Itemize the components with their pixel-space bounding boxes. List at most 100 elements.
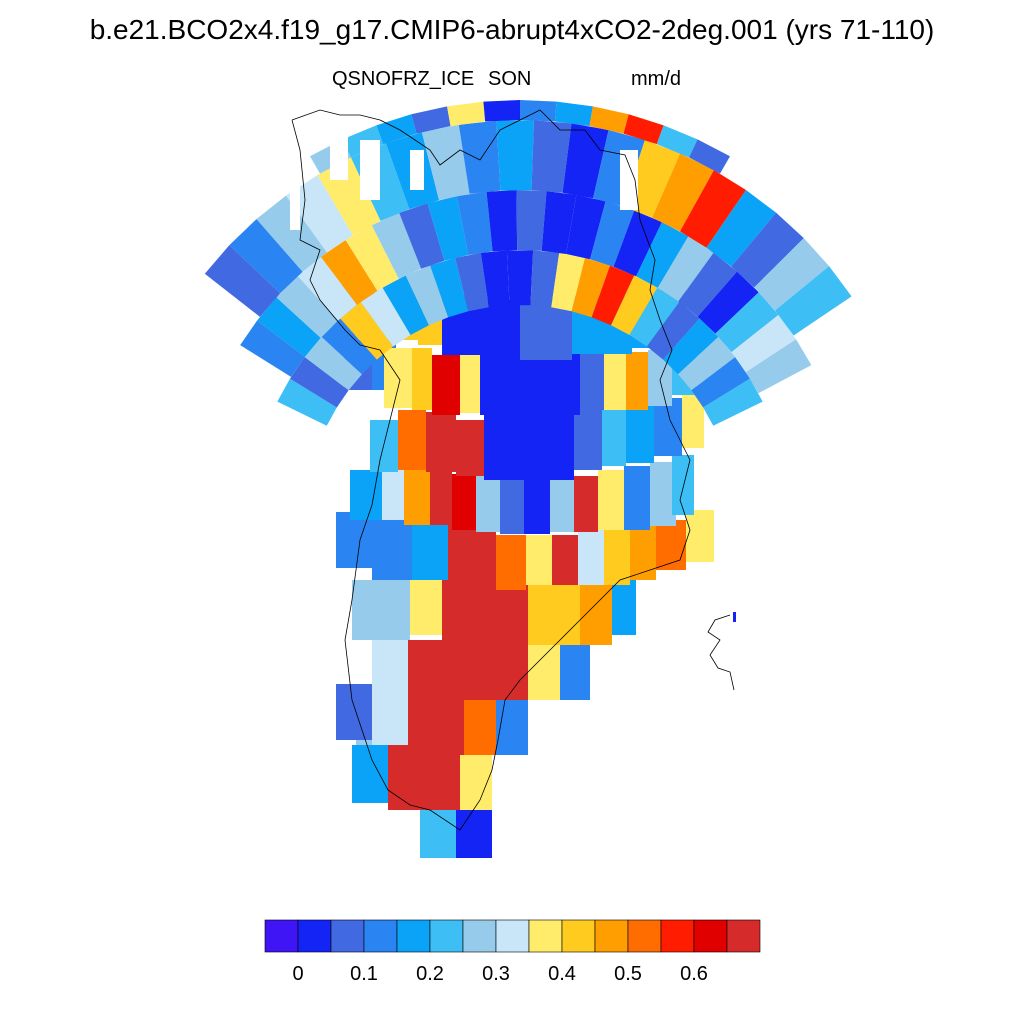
- grid-cell: [578, 530, 604, 585]
- grid-cell: [374, 580, 410, 640]
- season-label: SON: [488, 68, 532, 90]
- units-label: mm/d: [631, 68, 681, 90]
- grid-cell: [528, 645, 560, 700]
- grid-cell: [626, 405, 654, 463]
- grid-cell: [447, 101, 486, 127]
- colorbar-tick-label: 0.4: [548, 963, 576, 985]
- grid-cell: [424, 700, 464, 755]
- grid-cell: [611, 275, 658, 335]
- grid-cell: [204, 245, 281, 317]
- colorbar-swatch: [330, 919, 365, 953]
- grid-cell: [590, 201, 635, 267]
- grid-cell: [731, 212, 804, 288]
- grid-cell: [650, 462, 676, 526]
- grid-cell: [405, 265, 449, 326]
- grid-cell: [524, 478, 550, 534]
- grid-cell: [672, 455, 694, 515]
- grid-cell: [636, 222, 689, 288]
- grid-cell: [476, 476, 500, 532]
- grid-cell: [480, 300, 520, 350]
- grid-cell: [566, 194, 606, 260]
- grid-cell: [432, 355, 460, 415]
- colorbar-swatch: [528, 919, 563, 953]
- plot-title: b.e21.BCO2x4.f19_g17.CMIP6-abrupt4xCO2-2…: [89, 14, 935, 45]
- grid-cell: [663, 318, 719, 375]
- grid-cell: [304, 336, 362, 391]
- grid-cell: [679, 170, 746, 248]
- colorbar-swatch: [594, 919, 629, 953]
- grid-cell: [345, 225, 399, 291]
- grid-cell: [420, 810, 456, 858]
- grid-cell: [745, 339, 812, 394]
- grid-cell: [496, 700, 528, 755]
- colorbar-swatch: [726, 919, 761, 953]
- grid-cell: [656, 125, 698, 158]
- coastline: [291, 109, 691, 831]
- grid-cell: [562, 123, 609, 199]
- missing-data-gap: [330, 100, 348, 180]
- colorbar-swatch: [561, 919, 596, 953]
- grid-cell: [460, 355, 480, 413]
- grid-cell: [652, 153, 714, 232]
- grid-cell: [530, 250, 560, 308]
- grid-cell: [623, 114, 664, 145]
- grid-cell: [657, 236, 714, 302]
- grid-cell: [604, 352, 626, 410]
- grid-cell: [624, 466, 650, 530]
- grid-cell: [483, 100, 520, 122]
- grid-cell: [429, 257, 469, 318]
- grid-cell: [589, 106, 629, 134]
- grid-cell: [384, 348, 412, 408]
- grid-cell: [574, 408, 602, 470]
- colorbar-swatch: [396, 919, 431, 953]
- grid-cell: [528, 585, 580, 645]
- grid-cell: [526, 535, 552, 585]
- grid-cell: [602, 410, 626, 466]
- grid-cell: [410, 580, 442, 635]
- grid-cell: [550, 476, 574, 532]
- grid-cell: [456, 191, 493, 255]
- grid-cell: [229, 219, 303, 294]
- colorbar-tick-label: 0: [292, 963, 303, 985]
- grid-cell: [678, 336, 736, 391]
- grid-cell: [552, 535, 578, 585]
- grid-cell: [340, 302, 394, 360]
- grid-cell: [715, 292, 779, 353]
- grid-cell: [427, 196, 469, 261]
- variable-label: QSNOFRZ_ICE: [332, 68, 475, 90]
- missing-data-gap: [290, 110, 300, 230]
- grid-cell: [371, 212, 422, 279]
- grid-cell: [591, 265, 635, 326]
- missing-data-gap: [410, 150, 424, 190]
- grid-cell: [560, 640, 590, 700]
- grid-cell: [256, 195, 327, 272]
- grid-cell: [399, 203, 445, 269]
- grid-cell: [554, 101, 593, 127]
- grid-cell: [706, 189, 777, 267]
- grid-cell: [531, 120, 572, 193]
- grid-cell: [276, 276, 339, 338]
- grid-cell: [541, 191, 577, 254]
- grid-cell: [500, 478, 524, 534]
- colorbar-swatch: [660, 919, 695, 953]
- grid-cell: [404, 470, 432, 525]
- grid-cell: [656, 520, 686, 570]
- grid-cell: [626, 352, 648, 410]
- grid-cell: [754, 238, 830, 311]
- grid-cell: [376, 114, 417, 145]
- grid-cell: [520, 300, 548, 360]
- grid-cell: [412, 520, 448, 580]
- grid-cell: [571, 257, 611, 318]
- grid-cell: [277, 378, 337, 426]
- grid-cell: [352, 580, 374, 640]
- grid-cell: [412, 348, 432, 410]
- grid-cell: [731, 314, 797, 373]
- grid-cell: [455, 252, 489, 312]
- grid-cell: [424, 745, 460, 810]
- grid-cell: [496, 535, 526, 590]
- grid-cell: [486, 190, 518, 252]
- grid-cell: [456, 420, 484, 476]
- missing-data-gap: [360, 140, 380, 200]
